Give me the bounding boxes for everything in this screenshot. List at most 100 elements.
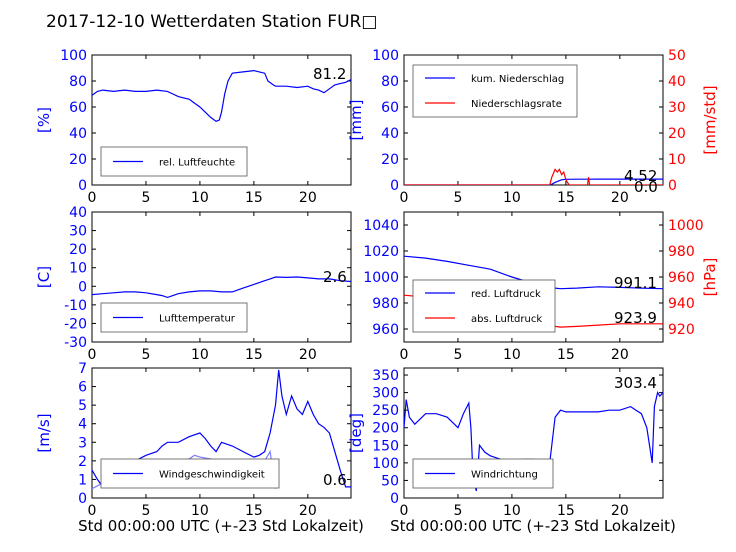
y2-tick-label: 10: [668, 152, 686, 168]
x-tick-label: 20: [611, 190, 629, 206]
y-tick-label: 100: [372, 48, 399, 64]
y2-axis-label: [mm/std]: [701, 85, 719, 154]
current-value-label: 303.4: [614, 374, 657, 392]
y2-axis-label: [hPa]: [701, 258, 719, 297]
y-tick-label: 10: [69, 261, 87, 277]
y2-tick-label: 960: [668, 270, 695, 286]
y-axis-label: [deg]: [347, 413, 365, 453]
y-tick-label: 60: [381, 100, 399, 116]
x-tick-label: 20: [299, 190, 317, 206]
y2-tick-label: 0: [668, 178, 677, 194]
x-tick-label: 0: [400, 347, 409, 363]
y-tick-label: 960: [372, 322, 399, 338]
y-tick-label: 350: [372, 368, 399, 384]
x-tick-label: 15: [557, 347, 575, 363]
y-tick-label: -30: [64, 335, 87, 351]
y-tick-label: 1: [78, 472, 87, 488]
y-tick-label: 40: [69, 205, 87, 221]
legend-label: abs. Luftdruck: [471, 314, 542, 325]
y-tick-label: 40: [69, 126, 87, 142]
x-axis-label-right: Std 00:00:00 UTC (+-23 Std Lokalzeit): [390, 517, 676, 535]
y-tick-label: 5: [78, 398, 87, 414]
y-tick-label: -10: [64, 298, 87, 314]
x-tick-label: 5: [453, 190, 462, 206]
legend-label: Windrichtung: [471, 470, 538, 481]
legend-box: [412, 279, 556, 333]
x-axis-label-left: Std 00:00:00 UTC (+-23 Std Lokalzeit): [78, 517, 364, 535]
y-tick-label: 40: [381, 126, 399, 142]
current-value-label-2: 0.0: [634, 178, 658, 196]
y-tick-label: 20: [69, 152, 87, 168]
legend-label: rel. Luftfeuchte: [159, 158, 235, 169]
x-tick-label: 20: [299, 347, 317, 363]
chart-panel-1: 0 5 10 15 20 0 20 40 60 80 100 [%] rel. Luftfeuchte 8…: [35, 48, 352, 206]
figure-title: 2017-12-10 Wetterdaten Station FUR□: [46, 12, 377, 32]
y-tick-label: 0: [78, 178, 87, 194]
y-tick-label: 150: [372, 438, 399, 454]
x-tick-label: 10: [191, 347, 209, 363]
series-line: [92, 276, 351, 299]
y-tick-label: 80: [381, 74, 399, 90]
chart-panel-5: 0 5 10 15 2001234567[m/s]Windgeschwindigkeit…: [35, 361, 352, 519]
x-tick-label: 15: [245, 190, 263, 206]
y-tick-label: 980: [372, 296, 399, 312]
y2-tick-label: 40: [668, 74, 686, 90]
y-tick-label: 100: [372, 456, 399, 472]
y2-tick-label: 920: [668, 322, 695, 338]
current-value-label: 2.6: [323, 268, 347, 286]
y-tick-label: 30: [69, 224, 87, 240]
y2-tick-label: 50: [668, 48, 686, 64]
chart-panel-4: 0 5 10 15 20 960 980 1000 1020 1040 920 940 960 980 10…: [363, 211, 719, 363]
x-tick-label: 20: [299, 503, 317, 519]
legend-box: [412, 64, 578, 118]
x-tick-label: 10: [191, 503, 209, 519]
y-tick-label: 20: [381, 152, 399, 168]
y-tick-label: 6: [78, 380, 87, 396]
chart-panel-2: 0 5 10 15 20 0 20 40 60 80 100 0 10 20 30 40 50 [mm] [mm/s…: [347, 48, 719, 206]
y-tick-label: 1020: [363, 244, 399, 260]
x-tick-label: 5: [141, 347, 150, 363]
x-tick-label: 15: [245, 503, 263, 519]
y-tick-label: 4: [78, 417, 87, 433]
current-value-label: 991.1: [614, 274, 657, 292]
chart-panel-3: 0 5 10 15 20 -30 -20 -10 0 10 20 30 40 [C] Lufttempera…: [35, 205, 352, 363]
y2-tick-label: 940: [668, 296, 695, 312]
y-tick-label: 20: [69, 242, 87, 258]
current-value-label: 0.6: [323, 471, 347, 489]
x-tick-label: 15: [245, 347, 263, 363]
legend-box: [100, 146, 248, 177]
y-tick-label: 1040: [363, 218, 399, 234]
y-tick-label: 50: [381, 473, 399, 489]
x-tick-label: 10: [503, 190, 521, 206]
y-tick-label: 3: [78, 435, 87, 451]
legend-label: red. Luftdruck: [471, 289, 541, 300]
x-tick-label: 10: [191, 190, 209, 206]
current-value-label: 81.2: [313, 65, 346, 83]
y-axis-label: [m/s]: [35, 413, 53, 452]
legend-label: Windgeschwindigkeit: [159, 470, 265, 481]
x-tick-label: 10: [503, 347, 521, 363]
x-tick-label: 20: [611, 347, 629, 363]
x-tick-label: 20: [611, 503, 629, 519]
y2-tick-label: 30: [668, 100, 686, 116]
x-tick-label: 5: [141, 503, 150, 519]
y-tick-label: 300: [372, 386, 399, 402]
y-tick-label: 80: [69, 74, 87, 90]
x-tick-label: 5: [453, 347, 462, 363]
x-tick-label: 0: [400, 190, 409, 206]
y-axis-label: [%]: [35, 107, 53, 133]
x-tick-label: 5: [141, 190, 150, 206]
legend-label: Lufttemperatur: [159, 314, 236, 325]
y-tick-label: 250: [372, 403, 399, 419]
x-tick-label: 0: [88, 190, 97, 206]
y2-tick-label: 980: [668, 244, 695, 260]
y-tick-label: 100: [60, 48, 87, 64]
y-axis-label: [mm]: [347, 100, 365, 141]
y-tick-label: 0: [390, 491, 399, 507]
y2-tick-label: 20: [668, 126, 686, 142]
series-line: [404, 168, 663, 185]
y-tick-label: 0: [78, 491, 87, 507]
current-value-label-2: 923.9: [614, 309, 657, 327]
x-tick-label: 15: [557, 190, 575, 206]
